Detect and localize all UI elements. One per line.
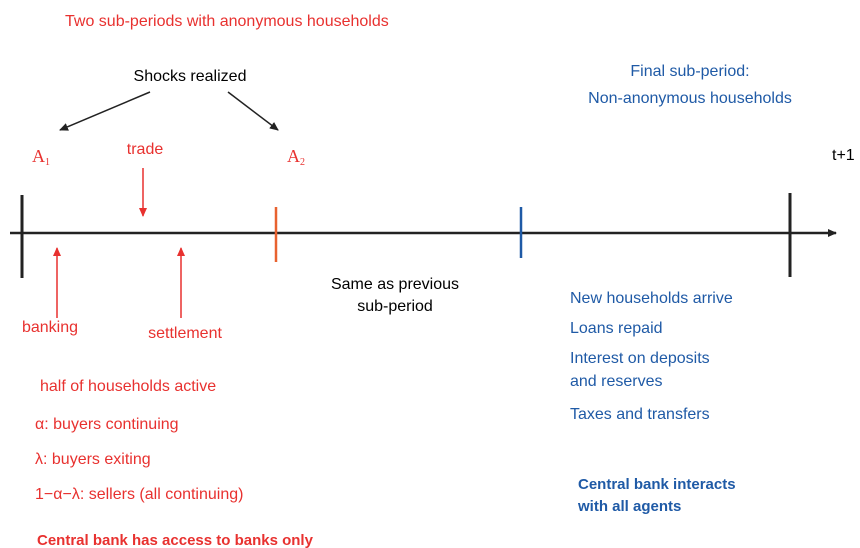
same-label: Same as previous xyxy=(331,276,459,293)
banking-label: banking xyxy=(22,319,78,336)
title: Two sub-periods with anonymous household… xyxy=(65,13,389,30)
note: and reserves xyxy=(570,373,663,390)
a-sub: 2 xyxy=(300,157,305,168)
shock-arrow xyxy=(59,91,151,131)
same-label: sub-period xyxy=(357,298,433,315)
footer: with all agents xyxy=(577,498,681,515)
shocks-label: Shocks realized xyxy=(134,68,247,85)
final-title: Non-anonymous households xyxy=(588,90,792,107)
note: New households arrive xyxy=(570,290,733,307)
footer: Central bank interacts xyxy=(578,476,736,493)
footer: Central bank has access to banks only xyxy=(37,532,314,548)
note: Taxes and transfers xyxy=(570,406,710,423)
note: α: buyers continuing xyxy=(35,416,179,433)
final-title: Final sub-period: xyxy=(630,63,749,80)
note: 1−α−λ: sellers (all continuing) xyxy=(35,486,243,503)
a-label: A xyxy=(32,146,45,166)
note: Loans repaid xyxy=(570,320,663,337)
note: half of households active xyxy=(40,378,216,395)
note: Interest on deposits xyxy=(570,350,710,367)
a-label: A xyxy=(287,146,300,166)
a1-label: A1 xyxy=(32,146,50,168)
a-sub: 1 xyxy=(45,157,50,168)
end-label: t+1 xyxy=(832,147,855,164)
trade-label: trade xyxy=(127,141,164,158)
shock-arrow xyxy=(227,91,279,131)
settlement-label: settlement xyxy=(148,325,222,342)
note: λ: buyers exiting xyxy=(35,451,151,468)
a2-label: A2 xyxy=(287,146,305,168)
